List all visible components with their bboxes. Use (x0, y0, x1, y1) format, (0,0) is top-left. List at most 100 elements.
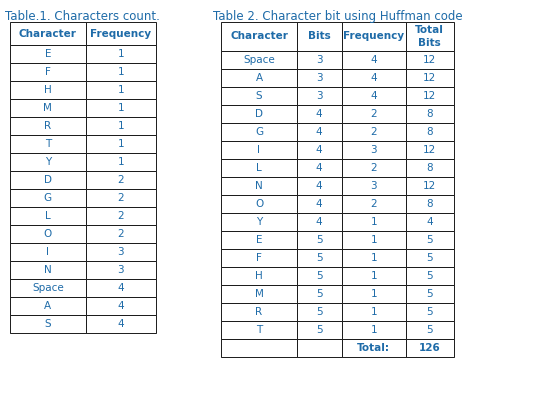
FancyBboxPatch shape (10, 117, 86, 135)
FancyBboxPatch shape (86, 279, 156, 297)
FancyBboxPatch shape (10, 81, 86, 99)
Text: 2: 2 (118, 175, 124, 185)
Text: O: O (255, 199, 263, 209)
Text: Bits: Bits (308, 31, 330, 41)
FancyBboxPatch shape (297, 51, 342, 69)
Text: F: F (45, 67, 51, 77)
FancyBboxPatch shape (10, 171, 86, 189)
Text: I: I (46, 247, 49, 257)
FancyBboxPatch shape (406, 69, 454, 87)
Text: Table.1. Characters count.: Table.1. Characters count. (6, 10, 160, 23)
FancyBboxPatch shape (221, 339, 297, 357)
FancyBboxPatch shape (221, 105, 297, 123)
FancyBboxPatch shape (86, 225, 156, 243)
FancyBboxPatch shape (221, 177, 297, 195)
Text: 1: 1 (118, 49, 124, 59)
FancyBboxPatch shape (221, 303, 297, 321)
Text: 8: 8 (427, 163, 433, 173)
Text: 4: 4 (316, 145, 323, 155)
Text: 4: 4 (118, 283, 124, 293)
FancyBboxPatch shape (406, 22, 454, 51)
FancyBboxPatch shape (406, 321, 454, 339)
FancyBboxPatch shape (10, 315, 86, 333)
FancyBboxPatch shape (297, 231, 342, 249)
FancyBboxPatch shape (406, 195, 454, 213)
FancyBboxPatch shape (10, 63, 86, 81)
Text: 12: 12 (423, 91, 436, 101)
Text: 126: 126 (419, 343, 441, 353)
Text: 4: 4 (118, 301, 124, 311)
FancyBboxPatch shape (406, 141, 454, 159)
FancyBboxPatch shape (342, 267, 406, 285)
Text: 4: 4 (371, 91, 377, 101)
Text: 8: 8 (427, 127, 433, 137)
Text: 5: 5 (316, 325, 323, 335)
FancyBboxPatch shape (297, 159, 342, 177)
Text: 5: 5 (427, 325, 433, 335)
Text: 12: 12 (423, 145, 436, 155)
FancyBboxPatch shape (10, 225, 86, 243)
FancyBboxPatch shape (10, 99, 86, 117)
Text: 1: 1 (118, 139, 124, 149)
Text: L: L (45, 211, 51, 221)
FancyBboxPatch shape (406, 123, 454, 141)
Text: A: A (44, 301, 52, 311)
Text: 12: 12 (423, 181, 436, 191)
Text: Space: Space (32, 283, 64, 293)
FancyBboxPatch shape (342, 141, 406, 159)
Text: 4: 4 (316, 217, 323, 227)
Text: 5: 5 (316, 289, 323, 299)
FancyBboxPatch shape (10, 22, 86, 45)
FancyBboxPatch shape (221, 22, 297, 51)
FancyBboxPatch shape (86, 243, 156, 261)
Text: 5: 5 (427, 307, 433, 317)
FancyBboxPatch shape (342, 22, 406, 51)
Text: L: L (256, 163, 262, 173)
FancyBboxPatch shape (221, 87, 297, 105)
Text: 5: 5 (427, 271, 433, 281)
FancyBboxPatch shape (406, 177, 454, 195)
Text: 5: 5 (316, 271, 323, 281)
FancyBboxPatch shape (10, 243, 86, 261)
Text: N: N (255, 181, 263, 191)
Text: 2: 2 (371, 127, 377, 137)
Text: T: T (256, 325, 262, 335)
FancyBboxPatch shape (86, 22, 156, 45)
Text: 3: 3 (316, 73, 323, 83)
Text: D: D (44, 175, 52, 185)
FancyBboxPatch shape (221, 159, 297, 177)
Text: 5: 5 (427, 235, 433, 245)
FancyBboxPatch shape (86, 135, 156, 153)
Text: I: I (258, 145, 260, 155)
FancyBboxPatch shape (10, 279, 86, 297)
FancyBboxPatch shape (297, 141, 342, 159)
FancyBboxPatch shape (406, 213, 454, 231)
Text: 2: 2 (118, 193, 124, 203)
FancyBboxPatch shape (221, 51, 297, 69)
Text: Frequency: Frequency (343, 31, 404, 41)
Text: H: H (255, 271, 263, 281)
FancyBboxPatch shape (10, 153, 86, 171)
FancyBboxPatch shape (10, 135, 86, 153)
Text: 3: 3 (316, 55, 323, 65)
Text: S: S (45, 319, 51, 329)
FancyBboxPatch shape (86, 99, 156, 117)
FancyBboxPatch shape (342, 231, 406, 249)
FancyBboxPatch shape (342, 87, 406, 105)
FancyBboxPatch shape (86, 171, 156, 189)
Text: 12: 12 (423, 73, 436, 83)
FancyBboxPatch shape (297, 249, 342, 267)
Text: 4: 4 (316, 163, 323, 173)
FancyBboxPatch shape (297, 303, 342, 321)
Text: 4: 4 (316, 109, 323, 119)
FancyBboxPatch shape (406, 339, 454, 357)
Text: 3: 3 (316, 91, 323, 101)
FancyBboxPatch shape (297, 105, 342, 123)
FancyBboxPatch shape (342, 51, 406, 69)
Text: 2: 2 (371, 163, 377, 173)
Text: H: H (44, 85, 52, 95)
FancyBboxPatch shape (342, 177, 406, 195)
FancyBboxPatch shape (297, 22, 342, 51)
Text: 4: 4 (371, 55, 377, 65)
FancyBboxPatch shape (406, 51, 454, 69)
